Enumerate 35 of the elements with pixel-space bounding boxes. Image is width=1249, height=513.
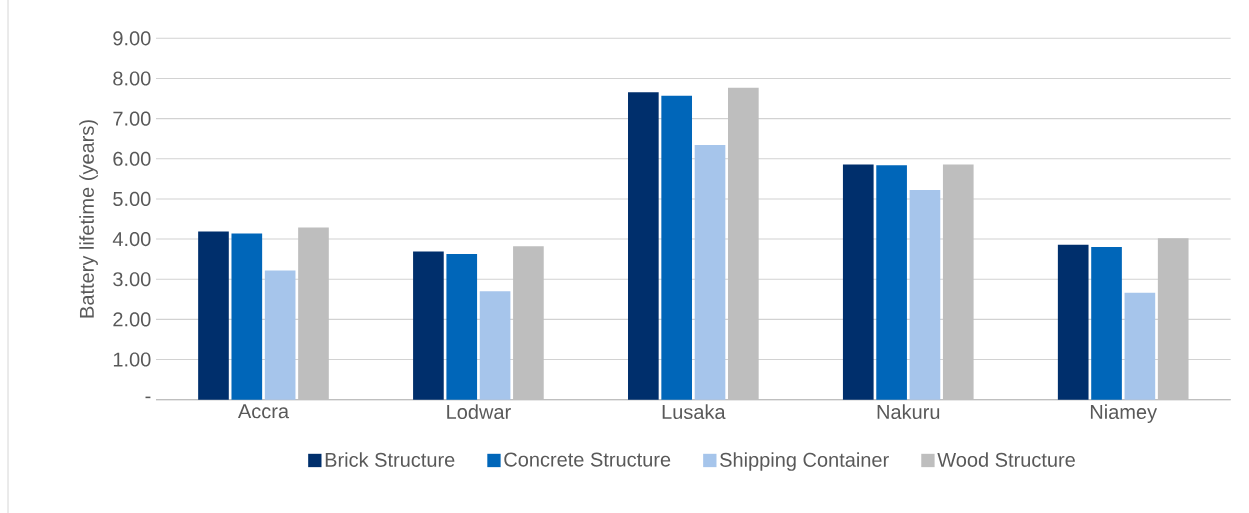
x-tick-label: Niamey [1090, 404, 1158, 423]
bar [694, 145, 726, 400]
x-tick-label: Lodwar [447, 404, 511, 420]
bar [1057, 244, 1089, 400]
bar [876, 165, 907, 400]
x-tick-label: Nakuru [877, 404, 940, 420]
y-tick-label: 2.00 [113, 312, 151, 327]
bar [1124, 292, 1156, 400]
bar [661, 95, 693, 400]
y-tick-label: 3.00 [113, 272, 151, 287]
y-tick-label: 9.00 [113, 31, 151, 46]
x-tick-label: Lusaka [662, 404, 726, 420]
y-tick-label: - [145, 396, 151, 399]
y-tick-label: 1.00 [113, 352, 151, 367]
bar [198, 231, 229, 400]
y-axis-title: Battery lifetime (years) [79, 120, 98, 318]
y-tick-label: 7.00 [113, 111, 151, 126]
y-tick-label: 5.00 [113, 191, 151, 206]
bar [264, 270, 296, 400]
bar [446, 253, 478, 400]
bar [479, 291, 511, 400]
bar [1091, 247, 1122, 400]
y-tick-label: 8.00 [113, 71, 151, 86]
bar [909, 190, 941, 400]
bar [628, 92, 659, 400]
legend-label: Concrete Structure [504, 452, 671, 467]
bar [231, 233, 263, 400]
bar [413, 251, 444, 400]
y-tick-label: 6.00 [113, 151, 151, 166]
bar [842, 164, 874, 400]
legend-label: Wood Structure [937, 452, 1075, 467]
x-tick-label: Accra [237, 404, 290, 419]
legend-label: Brick Structure [325, 452, 455, 467]
legend-label: Shipping Container [720, 452, 889, 471]
y-tick-label: 4.00 [112, 231, 151, 247]
